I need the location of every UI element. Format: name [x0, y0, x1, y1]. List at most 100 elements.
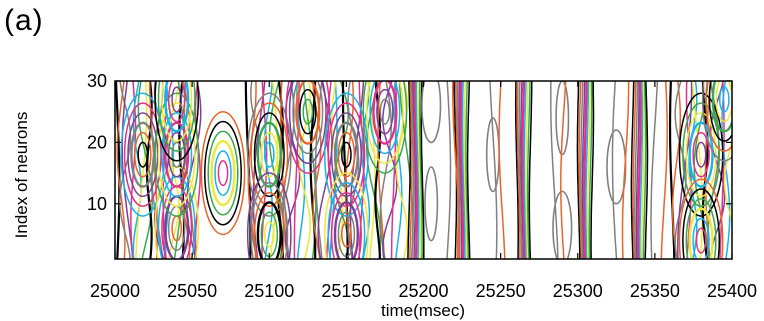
contour-line [458, 81, 463, 259]
contour-loop [263, 141, 275, 168]
contour-line [660, 81, 668, 259]
contour-loop [688, 121, 714, 188]
contour-loop [324, 92, 369, 217]
contour-loop [127, 112, 159, 198]
contour-loop [154, 81, 200, 162]
contour-line [590, 81, 595, 259]
contour-line [518, 81, 523, 259]
contour-loop [682, 102, 721, 208]
contour-line [583, 81, 588, 259]
contour-line [644, 81, 649, 259]
contour-line [688, 81, 698, 259]
contour-loop [288, 81, 327, 165]
contour-loop [130, 121, 156, 188]
contour-loop [330, 191, 362, 259]
contour-loop [134, 131, 152, 178]
y-axis: 10 20 30 [87, 71, 732, 214]
contour-loop [685, 198, 717, 259]
contour-loop [369, 81, 401, 155]
contour-loop [705, 81, 732, 152]
contour-loop [324, 172, 369, 259]
contour-loop [171, 215, 183, 242]
x-tick-label: 25100 [244, 281, 294, 301]
contour-line [393, 81, 403, 259]
contour-loop [123, 102, 162, 208]
contour-line [611, 81, 618, 259]
contour-loop [161, 112, 193, 198]
contour-line [148, 81, 158, 259]
contour-line [135, 81, 148, 259]
contour-loop [167, 131, 186, 178]
contour-loop [685, 112, 717, 198]
contour-line [578, 81, 583, 259]
x-tick-label: 25000 [90, 281, 140, 301]
contour-line [585, 81, 590, 259]
contour-line [639, 81, 644, 259]
contour-line [293, 81, 300, 259]
contour-loop [167, 81, 186, 123]
contour-line [466, 81, 471, 259]
contour-line [454, 81, 459, 259]
contour-line [456, 81, 461, 259]
contour-loop [337, 131, 356, 178]
contour-loop [292, 81, 324, 155]
contour-line [671, 81, 682, 259]
contour-loop [263, 221, 275, 248]
contour-loop [253, 191, 285, 259]
contour-loop [204, 120, 242, 226]
contour-loop [333, 201, 359, 259]
contour-loop [362, 81, 408, 174]
y-tick-label: 20 [87, 132, 107, 152]
contour-line [634, 81, 639, 259]
contour-line [194, 81, 201, 259]
x-tick-label: 25350 [630, 281, 680, 301]
contour-loop [217, 160, 229, 187]
contour-loop [379, 98, 391, 125]
contour-loop [256, 201, 282, 259]
contour-loop [711, 81, 732, 133]
contour-line [167, 81, 180, 259]
contour-line [650, 81, 659, 259]
contour-line [382, 81, 398, 259]
contour-loop [250, 182, 289, 259]
contour-line [461, 81, 466, 259]
contour-loop [260, 131, 279, 178]
contour-line [525, 81, 529, 259]
contour-loop [246, 92, 292, 217]
contour-loop [171, 86, 183, 113]
contour-line [632, 81, 637, 259]
contour-loop [164, 121, 190, 188]
contour-line [379, 81, 392, 259]
contour-line [581, 81, 586, 259]
contour-line [415, 81, 420, 259]
x-tick-label: 25200 [398, 281, 448, 301]
contour-loop [157, 81, 196, 152]
x-tick-label: 25400 [707, 281, 757, 301]
contour-loop [256, 121, 282, 188]
contour-loop [692, 217, 710, 259]
contour-line [719, 81, 725, 259]
x-axis: 25000 25050 25100 25150 25200 25250 25300 25350… [90, 81, 757, 301]
contour-loop [333, 121, 359, 188]
contour-loop [692, 131, 710, 178]
contour-loop [330, 112, 362, 198]
contour-line [580, 81, 584, 259]
contour-loop [214, 150, 232, 196]
contour-loop [678, 92, 724, 217]
contour-loop [688, 207, 714, 259]
contour-line [640, 81, 645, 259]
contour-loop [715, 81, 732, 123]
contour-loop [695, 141, 707, 168]
contour-line [723, 81, 732, 226]
contour-line [521, 81, 526, 259]
contour-loop [253, 112, 285, 198]
contour-line [637, 81, 642, 259]
contour-line [526, 81, 531, 259]
contour-loop [164, 81, 190, 133]
contour-line [523, 81, 527, 259]
contour-loop [285, 81, 331, 174]
panel-label: (a) [4, 4, 44, 37]
contour-loop [246, 172, 292, 259]
contour-loop [295, 81, 321, 145]
contour-line [417, 81, 422, 259]
